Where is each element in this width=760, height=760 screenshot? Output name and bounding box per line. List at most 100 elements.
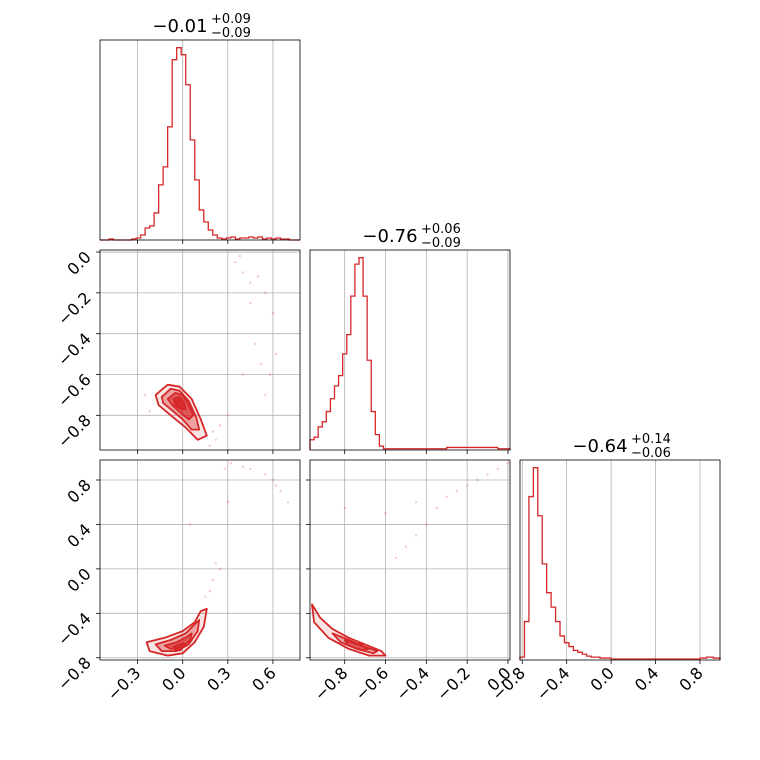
- density-contour: [172, 395, 187, 411]
- x-tick-label: 0.8: [675, 663, 706, 694]
- sample-point: [425, 523, 428, 526]
- density-contour: [343, 639, 371, 651]
- sample-point: [219, 567, 222, 571]
- sample-point: [208, 589, 211, 593]
- sample-point: [486, 473, 489, 476]
- sample-point: [241, 373, 245, 376]
- sample-point: [229, 462, 233, 465]
- sample-point: [204, 595, 207, 598]
- sample-point: [249, 301, 252, 305]
- sample-point: [249, 467, 252, 471]
- sample-point: [343, 506, 346, 509]
- density-peak: [174, 400, 180, 406]
- density-contour: [154, 619, 201, 652]
- sample-point: [214, 562, 217, 565]
- y-tick-label: 0.0: [63, 564, 94, 595]
- x-tick-label: −0.2: [433, 663, 474, 704]
- x-tick-label: 0.3: [203, 663, 234, 694]
- joint-panel: −0.8 −0.6 −0.4 −0.2 0.0: [306, 459, 515, 704]
- density-peak: [177, 646, 183, 652]
- sample-point: [274, 484, 278, 487]
- marginal-panel: −0.01 +0.09−0.09: [99, 12, 301, 244]
- marginal-title: −0.01: [152, 16, 207, 37]
- x-tick-label: −0.3: [104, 663, 145, 704]
- sample-point: [476, 478, 479, 482]
- sample-point: [268, 373, 272, 376]
- sample-point: [241, 271, 245, 274]
- sample-point: [241, 465, 245, 468]
- sample-point: [226, 414, 230, 417]
- y-tick-label: −0.4: [54, 329, 95, 370]
- sample-point: [238, 254, 242, 258]
- sample-point: [445, 495, 448, 498]
- histogram-step: [100, 47, 300, 241]
- sample-point: [496, 467, 499, 471]
- sample-point: [143, 393, 147, 397]
- y-tick-label: −0.8: [54, 653, 95, 694]
- marginal-title: −0.76: [362, 226, 417, 247]
- joint-panel: 0.0 −0.2−0.4−0.6−0.8: [54, 247, 301, 454]
- marginal-panel: −0.76 +0.06−0.09: [309, 222, 511, 454]
- marginal-frame: [519, 459, 721, 661]
- sample-point: [208, 444, 211, 448]
- marginal-panel: −0.8 −0.4 0.0 0.4 0.8−0.64 +0.14−0.06: [488, 432, 721, 704]
- marginal-title-minus: −0.06: [631, 446, 671, 461]
- sample-point: [384, 512, 387, 515]
- marginal-title-minus: −0.09: [211, 26, 251, 41]
- sample-point: [253, 342, 257, 346]
- sample-point: [264, 291, 267, 295]
- marginal-title-minus: −0.09: [421, 236, 461, 251]
- sample-point: [506, 462, 510, 465]
- density-contour: [145, 608, 208, 657]
- sample-point: [223, 467, 227, 471]
- sample-point: [274, 352, 278, 356]
- sample-point: [279, 489, 282, 493]
- x-tick-label: 0.0: [158, 663, 189, 694]
- sample-point: [286, 501, 290, 504]
- sample-point: [271, 312, 275, 315]
- joint-panel: 0.8 0.4 0.0 −0.4−0.8 −0.3 0.0 0.3 0.6: [54, 459, 301, 704]
- sample-point: [264, 473, 267, 476]
- histogram-step: [309, 257, 511, 450]
- marginal-title-plus: +0.06: [421, 222, 461, 237]
- sample-point: [148, 410, 151, 413]
- x-tick-label: 0.4: [631, 663, 662, 694]
- y-tick-label: −0.4: [54, 609, 95, 650]
- marginal-title-plus: +0.14: [631, 432, 671, 447]
- y-tick-label: −0.8: [54, 411, 95, 452]
- marginal-frame: [99, 39, 301, 241]
- sample-point: [226, 501, 230, 504]
- joint-frame: [99, 459, 301, 661]
- x-tick-label: −0.4: [533, 663, 574, 704]
- histogram-step: [519, 467, 721, 660]
- sample-point: [211, 430, 214, 433]
- x-tick-label: −0.8: [311, 663, 352, 704]
- joint-frame: [99, 249, 301, 451]
- sample-point: [264, 393, 267, 397]
- sample-point: [249, 281, 252, 284]
- density-contour: [311, 603, 387, 657]
- sample-point: [271, 478, 275, 482]
- sample-point: [234, 261, 237, 264]
- sample-point: [211, 578, 214, 582]
- y-tick-label: 0.4: [63, 520, 94, 551]
- x-tick-label: 0.6: [248, 663, 279, 694]
- sample-point: [214, 438, 217, 441]
- density-peak: [358, 641, 364, 647]
- sample-point: [219, 424, 222, 427]
- y-tick-label: −0.2: [54, 288, 95, 329]
- density-contour: [163, 632, 193, 650]
- sample-point: [394, 556, 397, 559]
- y-tick-label: −0.6: [54, 370, 95, 411]
- x-tick-label: 0.0: [587, 663, 618, 694]
- sample-point: [435, 506, 438, 509]
- sample-point: [256, 275, 260, 278]
- y-tick-label: 0.0: [63, 247, 94, 278]
- sample-point: [414, 501, 418, 504]
- marginal-title: −0.64: [572, 436, 627, 457]
- x-tick-label: −0.4: [392, 663, 433, 704]
- sample-point: [189, 523, 192, 526]
- sample-point: [414, 534, 418, 537]
- y-tick-label: 0.8: [63, 475, 94, 506]
